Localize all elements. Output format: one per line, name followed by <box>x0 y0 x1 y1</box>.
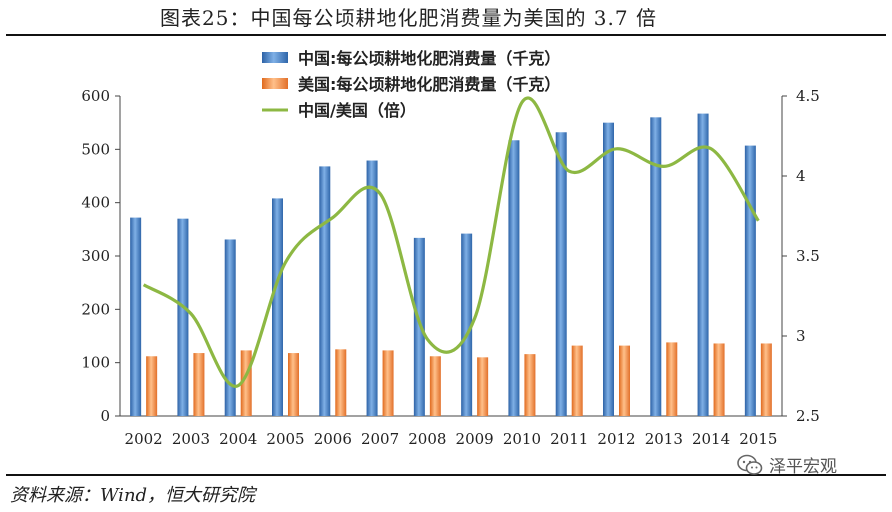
ratio-line <box>142 96 760 388</box>
right-tick-label: 3 <box>796 327 806 345</box>
x-tick-label: 2015 <box>739 430 777 448</box>
x-tick-label: 2013 <box>645 430 683 448</box>
bars <box>130 113 772 417</box>
right-tick-label: 3.5 <box>796 247 820 265</box>
right-tick-label: 4.5 <box>796 87 820 105</box>
right-tick-label: 2.5 <box>796 407 820 425</box>
x-tick-label: 2006 <box>314 430 352 448</box>
x-tick-label: 2004 <box>219 430 257 448</box>
chart-title: 图表25：中国每公顷耕地化肥消费量为美国的 3.7 倍 <box>160 6 657 30</box>
left-tick-label: 500 <box>81 140 110 158</box>
china-bar <box>744 145 756 416</box>
us-bar <box>193 353 205 416</box>
watermark-text: 泽平宏观 <box>769 457 837 477</box>
source-note: 资料来源：Wind，恒大研究院 <box>10 485 256 506</box>
top-rule <box>6 34 886 36</box>
us-bar <box>240 350 252 416</box>
us-bar <box>382 350 394 416</box>
us-bar <box>666 342 678 416</box>
legend-swatch-china <box>262 52 288 63</box>
bottom-rule <box>6 474 886 476</box>
us-bar <box>713 343 725 416</box>
chart: 0 100 200 300 400 500 600 2.5 3 3.5 4 4.5 2002 2003 20… <box>81 49 820 448</box>
us-bar <box>477 357 489 416</box>
us-bar <box>146 356 158 416</box>
x-tick-label: 2008 <box>408 430 446 448</box>
us-bar <box>619 345 630 416</box>
china-bar <box>650 117 662 416</box>
right-tick-label: 4 <box>796 167 806 185</box>
china-bar <box>413 237 425 416</box>
china-bar <box>697 113 709 416</box>
china-bar <box>177 218 189 416</box>
china-bar <box>461 233 473 416</box>
x-tick-label: 2007 <box>361 430 399 448</box>
us-bar <box>288 353 299 416</box>
left-tick-label: 600 <box>81 87 110 105</box>
x-tick-label: 2005 <box>266 430 304 448</box>
x-tick-label: 2011 <box>550 430 588 448</box>
x-tick-label: 2010 <box>503 430 541 448</box>
us-bar <box>760 343 772 416</box>
us-bar <box>335 349 347 416</box>
china-bar <box>508 140 520 416</box>
legend-label: 中国:每公顷耕地化肥消费量（千克） <box>298 49 560 68</box>
legend-swatch-us <box>262 78 288 89</box>
left-tick-label: 0 <box>100 407 110 425</box>
legend-label: 中国/美国（倍） <box>298 101 416 120</box>
us-bar <box>429 356 441 416</box>
x-tick-label: 2014 <box>692 430 730 448</box>
us-bar <box>571 345 583 416</box>
china-bar <box>319 166 331 416</box>
legend-label: 美国:每公顷耕地化肥消费量（千克） <box>298 75 560 94</box>
china-bar <box>366 160 378 416</box>
china-bar <box>130 217 142 416</box>
china-bar <box>224 239 236 416</box>
x-tick-label: 2012 <box>597 430 635 448</box>
x-tick-label: 2002 <box>125 430 163 448</box>
wechat-icon <box>737 454 763 475</box>
x-tick-label: 2003 <box>172 430 210 448</box>
china-bar <box>603 122 614 417</box>
left-tick-label: 300 <box>81 247 110 265</box>
watermark: 泽平宏观 <box>737 452 837 477</box>
left-tick-label: 200 <box>81 300 110 318</box>
left-tick-label: 100 <box>81 354 110 372</box>
ratio-line-path <box>142 96 760 388</box>
left-tick-label: 400 <box>81 194 110 212</box>
china-bar <box>272 198 283 416</box>
us-bar <box>524 354 536 416</box>
x-tick-label: 2009 <box>456 430 494 448</box>
axes: 0 100 200 300 400 500 600 2.5 3 3.5 4 4.5 2002 2003 20… <box>81 87 820 448</box>
china-bar <box>555 132 567 416</box>
legend: 中国:每公顷耕地化肥消费量（千克） 美国:每公顷耕地化肥消费量（千克） 中国/美国（… <box>262 49 560 120</box>
